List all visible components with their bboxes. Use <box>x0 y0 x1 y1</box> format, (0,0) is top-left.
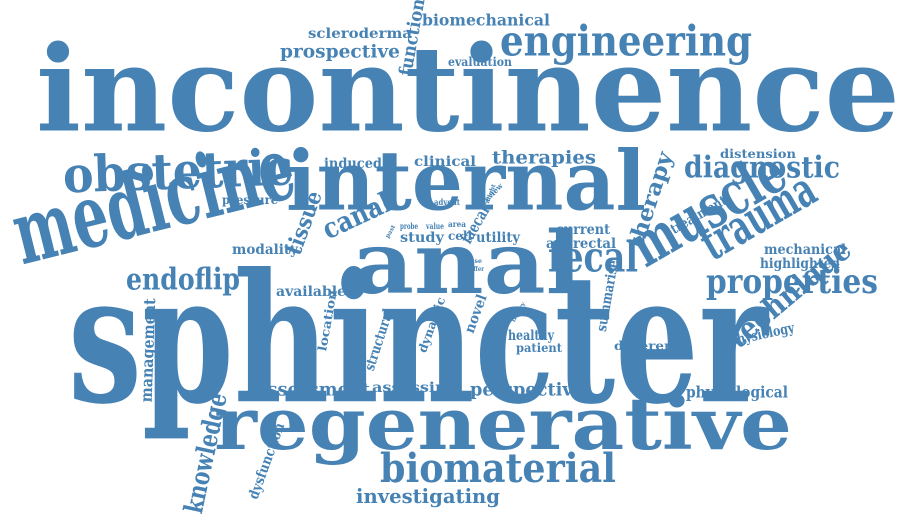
word-management: management <box>136 298 160 403</box>
word-study: study <box>400 228 445 246</box>
word-internal: internal <box>286 131 646 231</box>
word-modality: modality <box>232 240 298 258</box>
word-assessing: assessing <box>372 378 459 396</box>
word-advent: advent <box>434 197 460 207</box>
word-available: available <box>276 282 346 300</box>
word-sphincter: sphincter <box>68 232 768 446</box>
word-biomechanical: biomechanical <box>422 10 550 30</box>
word-anorectal: anorectal <box>546 234 617 252</box>
word-value: value <box>426 221 445 231</box>
word-fecal: fecal <box>548 231 638 283</box>
word-regenerative: regenerative <box>214 380 793 468</box>
word-different: different <box>614 338 681 354</box>
word-area: area <box>448 219 466 229</box>
word-physiological: physiological <box>686 382 788 402</box>
word-cell: cell <box>448 228 473 244</box>
word-healthy: healthy <box>508 326 555 344</box>
word-obstetric: obstetric <box>61 136 294 205</box>
word-incontinence: incontinence <box>36 18 900 160</box>
word-utility: utility <box>476 228 521 246</box>
word-diagnostic: diagnostic <box>684 149 840 185</box>
word-induced: induced <box>324 154 383 172</box>
word-biomaterial: biomaterial <box>380 444 616 492</box>
word-probe: probe <box>400 221 418 231</box>
word-offer: offer <box>470 265 485 273</box>
word-properties: properties <box>706 260 879 302</box>
word-investigating: investigating <box>356 484 500 508</box>
word-clinical: clinical <box>414 152 477 170</box>
word-therapies: therapies <box>492 146 597 168</box>
word-engineering: engineering <box>500 15 753 67</box>
word-assessment: assessment <box>256 378 370 400</box>
word-scleroderma: scleroderma <box>308 24 412 42</box>
word-patient: patient <box>516 340 563 356</box>
word-endoflip: endoflip <box>126 261 240 297</box>
word-perspective: perspective <box>470 378 584 400</box>
word-current: current <box>556 220 611 238</box>
word-anal: anal <box>352 211 582 315</box>
word-use: use <box>470 257 482 265</box>
word-pressure: pressure <box>222 192 279 208</box>
word-mechanical: mechanical <box>764 240 846 258</box>
word-evaluation: evaluation <box>448 54 512 70</box>
word-prospective: prospective <box>280 40 401 62</box>
word-highlighted: highlighted <box>760 254 841 272</box>
word-distension: distension <box>720 146 796 162</box>
